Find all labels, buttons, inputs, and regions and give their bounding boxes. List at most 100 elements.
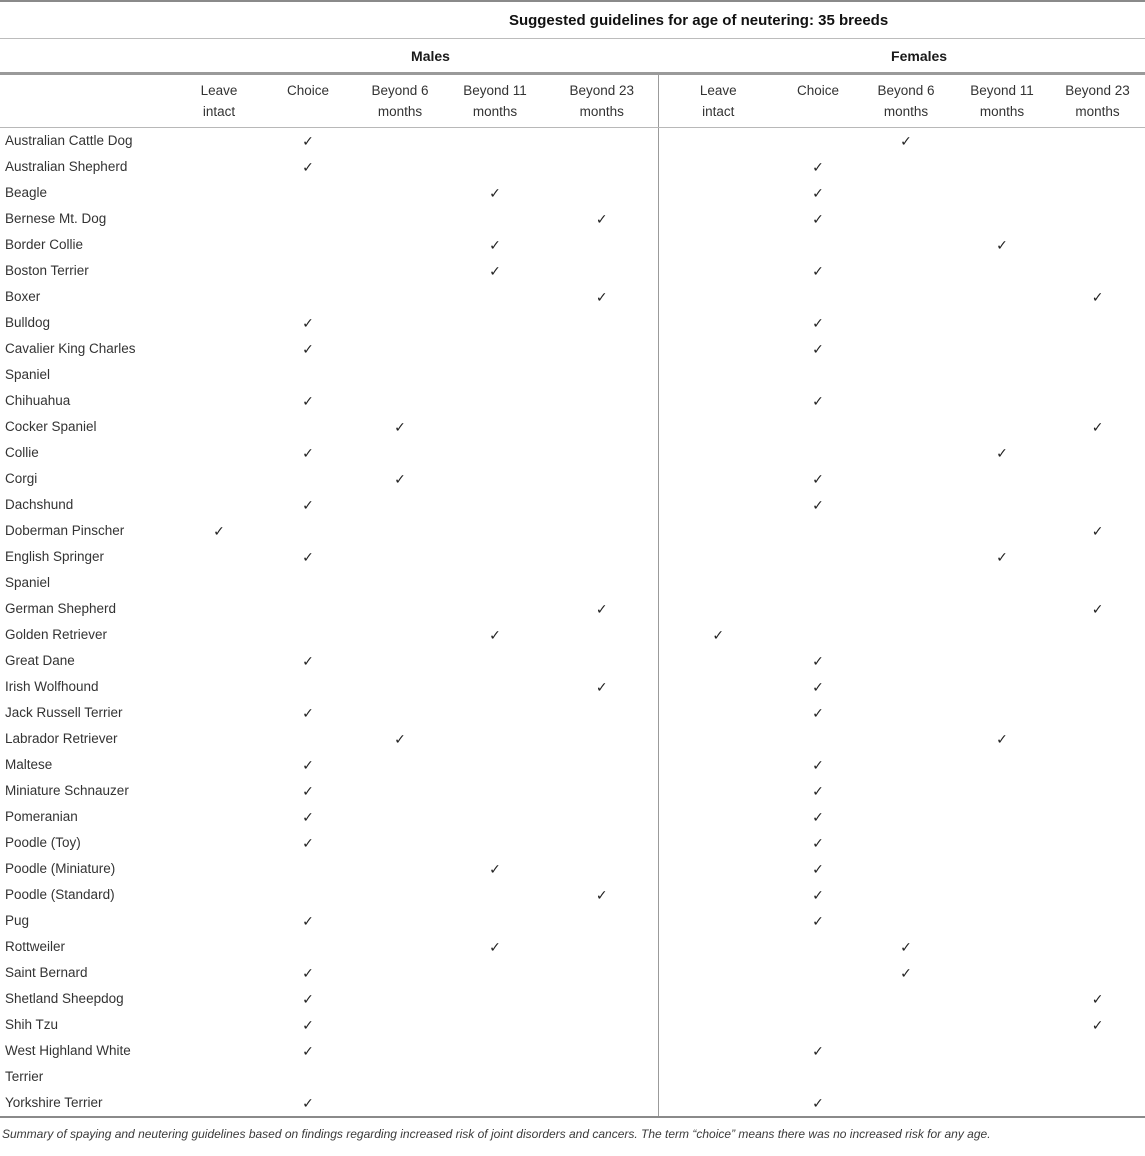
- empty-cell-females-b6: [858, 232, 954, 258]
- column-header-females-b11: Beyond 11 months: [954, 73, 1050, 128]
- empty-cell-males-b11: [444, 206, 546, 232]
- empty-cell-males-b23: [546, 778, 658, 804]
- empty-cell-females-b11: [954, 804, 1050, 830]
- empty-cell-males-leave: [178, 466, 260, 492]
- empty-cell-males-b23: [546, 622, 658, 648]
- check-females-choice: ✓: [812, 835, 824, 851]
- check-females-choice: ✓: [812, 679, 824, 695]
- check-males-choice: ✓: [302, 393, 314, 409]
- empty-cell-females-choice: [778, 232, 858, 258]
- column-header-females-b6: Beyond 6 months: [858, 73, 954, 128]
- check-males-leave: ✓: [213, 523, 225, 539]
- empty-cell-males-b11: [444, 128, 546, 155]
- empty-cell-males-b23: [546, 1090, 658, 1118]
- empty-cell-females-leave: [657, 908, 778, 934]
- check-males-choice: ✓: [302, 341, 314, 357]
- empty-cell-males-leave: [178, 180, 260, 206]
- empty-cell-females-b6: [858, 622, 954, 648]
- empty-cell-males-b6: [356, 518, 444, 544]
- check-females-b6: ✓: [900, 939, 912, 955]
- empty-cell-males-b6: [356, 232, 444, 258]
- check-females-choice: ✓: [812, 861, 824, 877]
- check-females-b11: ✓: [996, 549, 1008, 565]
- empty-cell-males-b23: [546, 1038, 658, 1090]
- check-females-choice: ✓: [812, 185, 824, 201]
- empty-cell-males-choice: [260, 258, 356, 284]
- empty-cell-males-b6: [356, 752, 444, 778]
- empty-cell-females-b6: [858, 206, 954, 232]
- empty-cell-males-b23: [546, 154, 658, 180]
- empty-cell-males-leave: [178, 726, 260, 752]
- empty-cell-males-b6: [356, 284, 444, 310]
- empty-cell-females-leave: [657, 284, 778, 310]
- empty-cell-males-leave: [178, 804, 260, 830]
- empty-cell-males-leave: [178, 622, 260, 648]
- empty-cell-females-b11: [954, 752, 1050, 778]
- check-females-choice: ✓: [812, 159, 824, 175]
- table-row: Collie ✓ ✓: [0, 440, 1145, 466]
- empty-cell-females-leave: [657, 440, 778, 466]
- breed-name: Border Collie: [5, 237, 84, 252]
- table-row: Boxer ✓ ✓: [0, 284, 1145, 310]
- empty-cell-males-b6: [356, 336, 444, 388]
- empty-cell-females-b6: [858, 154, 954, 180]
- empty-cell-males-b6: [356, 128, 444, 155]
- empty-cell-males-b23: [546, 700, 658, 726]
- check-females-choice: ✓: [812, 471, 824, 487]
- table-footnote: Summary of spaying and neutering guideli…: [2, 1127, 991, 1141]
- check-males-b11: ✓: [489, 861, 501, 877]
- empty-cell-males-leave: [178, 336, 260, 388]
- empty-cell-males-leave: [178, 648, 260, 674]
- empty-cell-females-b6: [858, 180, 954, 206]
- empty-cell-males-b6: [356, 440, 444, 466]
- empty-cell-males-leave: [178, 258, 260, 284]
- empty-cell-females-b11: [954, 622, 1050, 648]
- empty-cell-males-leave: [178, 388, 260, 414]
- empty-cell-males-b11: [444, 518, 546, 544]
- empty-cell-females-b23: [1050, 1038, 1145, 1090]
- empty-cell-males-leave: [178, 1038, 260, 1090]
- empty-cell-males-leave: [178, 908, 260, 934]
- empty-cell-males-b23: [546, 466, 658, 492]
- empty-cell-females-b23: [1050, 830, 1145, 856]
- table-row: Australian Shepherd ✓ ✓: [0, 154, 1145, 180]
- empty-cell-females-b11: [954, 180, 1050, 206]
- empty-cell-females-b23: [1050, 882, 1145, 908]
- check-females-choice: ✓: [812, 263, 824, 279]
- check-males-choice: ✓: [302, 705, 314, 721]
- empty-cell-females-b11: [954, 518, 1050, 544]
- empty-cell-males-choice: [260, 180, 356, 206]
- empty-cell-females-b11: [954, 414, 1050, 440]
- empty-cell-females-leave: [657, 206, 778, 232]
- empty-cell-females-leave: [657, 310, 778, 336]
- check-females-choice: ✓: [812, 211, 824, 227]
- empty-cell-females-leave: [657, 804, 778, 830]
- empty-cell-males-b6: [356, 674, 444, 700]
- empty-cell-females-b6: [858, 518, 954, 544]
- empty-cell-males-leave: [178, 206, 260, 232]
- empty-cell-males-leave: [178, 700, 260, 726]
- empty-cell-females-b23: [1050, 726, 1145, 752]
- empty-cell-females-leave: [657, 778, 778, 804]
- empty-cell-males-b23: [546, 492, 658, 518]
- table-row: Jack Russell Terrier ✓ ✓: [0, 700, 1145, 726]
- empty-cell-females-b11: [954, 466, 1050, 492]
- breed-column-header: [0, 73, 178, 128]
- empty-cell-males-b6: [356, 544, 444, 596]
- empty-cell-females-b11: [954, 206, 1050, 232]
- breed-name: Irish Wolfhound: [5, 679, 99, 694]
- empty-cell-females-b11: [954, 1012, 1050, 1038]
- females-group-header: Females: [658, 38, 1145, 75]
- breed-name: Bulldog: [5, 315, 51, 330]
- breed-name: Jack Russell Terrier: [5, 705, 123, 720]
- empty-cell-females-b11: [954, 882, 1050, 908]
- check-females-choice: ✓: [812, 705, 824, 721]
- empty-cell-females-choice: [778, 440, 858, 466]
- breed-name: Shih Tzu: [5, 1017, 59, 1032]
- empty-cell-males-b11: [444, 674, 546, 700]
- empty-cell-males-b11: [444, 830, 546, 856]
- empty-cell-females-leave: [657, 232, 778, 258]
- empty-cell-males-b11: [444, 414, 546, 440]
- breed-header-spacer: [0, 38, 178, 75]
